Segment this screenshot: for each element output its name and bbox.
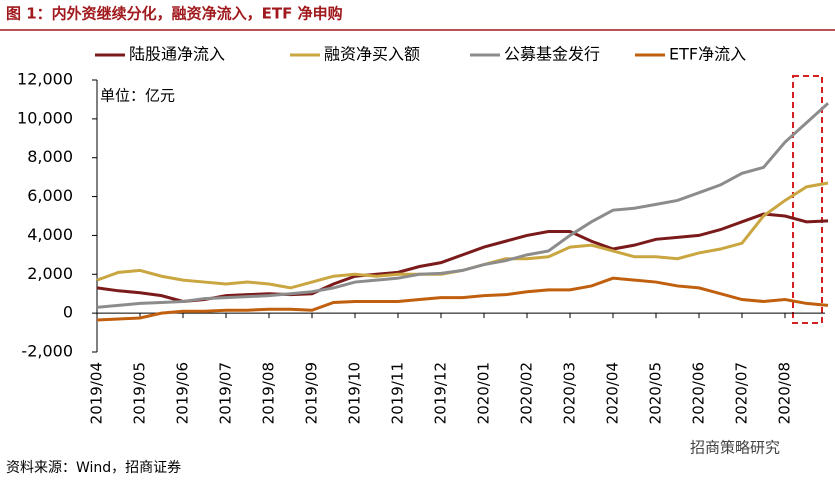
legend-label: 融资净买入额 <box>324 45 420 64</box>
x-tick-label: 2020/02 <box>518 362 536 424</box>
legend-label: 陆股通净流入 <box>129 45 225 64</box>
x-tick-label: 2019/10 <box>346 362 364 424</box>
x-tick-label: 2020/05 <box>647 362 665 424</box>
annotation: 单位：亿元 <box>100 87 175 105</box>
y-tick-label: 2,000 <box>27 264 73 283</box>
legend-label: 公募基金发行 <box>504 45 600 64</box>
y-tick-label: 0 <box>63 303 73 322</box>
series-line <box>96 181 829 290</box>
source: 资料来源：Wind，招商证券 <box>6 460 181 476</box>
x-tick-label: 2019/07 <box>217 362 235 424</box>
x-tick-label: 2019/09 <box>303 362 321 424</box>
x-tick-label: 2020/07 <box>733 362 751 424</box>
highlight-box <box>792 75 823 324</box>
series-line <box>96 276 829 322</box>
y-tick-label: 4,000 <box>27 225 73 244</box>
y-tick-label: 12,000 <box>17 70 73 89</box>
x-tick-label: 2019/08 <box>260 362 278 424</box>
legend-label: ETF净流入 <box>669 45 746 64</box>
x-tick-label: 2020/04 <box>604 362 622 424</box>
x-tick-label: 2020/08 <box>776 362 794 424</box>
y-tick-label: -2,000 <box>21 342 73 361</box>
y-tick-label: 8,000 <box>27 147 73 166</box>
series-line <box>96 102 830 309</box>
x-tick-label: 2020/03 <box>561 362 579 424</box>
watermark: 招商策略研究 <box>690 439 780 457</box>
x-tick-label: 2019/04 <box>88 362 106 424</box>
x-tick-label: 2019/12 <box>432 362 450 424</box>
x-tick-label: 2019/11 <box>389 362 407 424</box>
y-tick-label: 6,000 <box>27 186 73 205</box>
x-tick-label: 2020/06 <box>690 362 708 424</box>
chart-title: 图 1：内外资继续分化，融资净流入，ETF 净申购 <box>6 5 343 23</box>
y-tick-label: 10,000 <box>17 108 73 127</box>
series-line <box>96 212 829 304</box>
x-tick-label: 2020/01 <box>475 362 493 424</box>
x-tick-label: 2019/05 <box>131 362 149 424</box>
x-tick-label: 2019/06 <box>174 362 192 424</box>
